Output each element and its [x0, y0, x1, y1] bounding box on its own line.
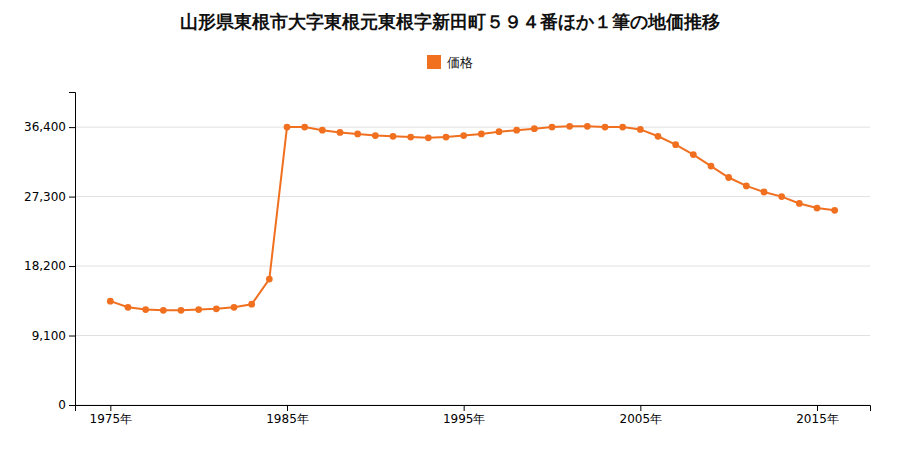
- y-tick-label: 0: [58, 398, 66, 412]
- point: [195, 306, 202, 313]
- point: [796, 200, 803, 207]
- point: [831, 207, 838, 214]
- point: [478, 131, 485, 138]
- axis-line: [69, 93, 76, 406]
- legend-label: 価格: [447, 55, 473, 70]
- x-tick-mark: [817, 405, 818, 411]
- y-tick-mark: [69, 197, 75, 198]
- x-tick-mark: [640, 405, 641, 411]
- y-tick: 9,100: [32, 329, 75, 343]
- point: [337, 129, 344, 136]
- x-tick: 1995年: [443, 405, 486, 426]
- x-tick-label: 1995年: [443, 412, 486, 426]
- point: [125, 304, 132, 311]
- point: [354, 131, 361, 138]
- y-tick-label: 18,200: [24, 259, 66, 273]
- y-tick-mark: [69, 127, 75, 128]
- title: 山形県東根市大字東根元東根字新田町５９４番ほか１筆の地価推移: [180, 11, 720, 32]
- point: [602, 124, 609, 131]
- point: [284, 124, 291, 131]
- markers: [107, 123, 838, 314]
- point: [531, 125, 538, 132]
- point: [160, 307, 167, 314]
- point: [107, 298, 114, 305]
- legend: 価格: [427, 55, 473, 70]
- axis-line: [76, 406, 871, 412]
- point: [655, 133, 662, 140]
- point: [743, 183, 750, 190]
- x-tick: 2015年: [796, 405, 839, 426]
- grid-line: [75, 127, 870, 128]
- y-tick-label: 27,300: [24, 190, 66, 204]
- point: [814, 205, 821, 212]
- x-tick-label: 1985年: [266, 412, 309, 426]
- x-tick: 1985年: [266, 405, 309, 426]
- point: [672, 141, 679, 148]
- x-tick-mark: [110, 405, 111, 411]
- y-tick-mark: [69, 266, 75, 267]
- y-tick-mark: [69, 336, 75, 337]
- point: [319, 127, 326, 134]
- point: [213, 305, 220, 312]
- point: [584, 123, 591, 130]
- point: [725, 174, 732, 181]
- point: [460, 132, 467, 139]
- x-tick-label: 1975年: [90, 412, 133, 426]
- point: [178, 307, 185, 314]
- point: [266, 276, 273, 283]
- grid-line: [75, 266, 870, 267]
- point: [301, 124, 308, 131]
- plot: 1975年 1985年 1995年 2005年 2015年 0 9,100 18,200 27,…: [24, 93, 871, 426]
- x-tick-label: 2005年: [620, 412, 663, 426]
- grid-line: [75, 196, 870, 197]
- y-tick-label: 36,400: [24, 120, 66, 134]
- point: [778, 193, 785, 200]
- grid: [75, 127, 870, 405]
- x-tick: 2005年: [620, 405, 663, 426]
- y-tick: 36,400: [24, 120, 75, 134]
- y-tick-label: 9,100: [32, 329, 66, 343]
- x-tick-mark: [464, 405, 465, 411]
- point: [619, 124, 626, 131]
- point: [425, 134, 432, 141]
- legend-item: 価格: [427, 55, 473, 70]
- point: [248, 301, 255, 308]
- point: [761, 189, 768, 196]
- line: [110, 126, 834, 310]
- point: [566, 123, 573, 130]
- legend-swatch: [427, 55, 441, 69]
- point: [390, 133, 397, 140]
- point: [496, 128, 503, 135]
- y-tick: 18,200: [24, 259, 75, 273]
- x-tick-label: 2015年: [796, 412, 839, 426]
- chart: 山形県東根市大字東根元東根字新田町５９４番ほか１筆の地価推移 1975年 1985年…: [0, 0, 900, 450]
- x-axis: 1975年 1985年 1995年 2005年 2015年: [76, 405, 871, 426]
- point: [407, 134, 414, 141]
- point: [142, 306, 149, 313]
- point: [690, 151, 697, 158]
- point: [549, 124, 556, 131]
- point: [372, 132, 379, 139]
- y-tick-mark: [69, 405, 75, 406]
- point: [443, 134, 450, 141]
- grid-line: [75, 335, 870, 336]
- point: [513, 127, 520, 134]
- point: [708, 163, 715, 170]
- point: [637, 126, 644, 133]
- marks: [107, 123, 838, 314]
- y-axis: 0 9,100 18,200 27,300 36,400: [24, 93, 76, 413]
- y-tick: 27,300: [24, 190, 75, 204]
- x-tick-mark: [287, 405, 288, 411]
- x-tick: 1975年: [90, 405, 133, 426]
- point: [231, 304, 238, 311]
- y-tick: 0: [58, 398, 75, 412]
